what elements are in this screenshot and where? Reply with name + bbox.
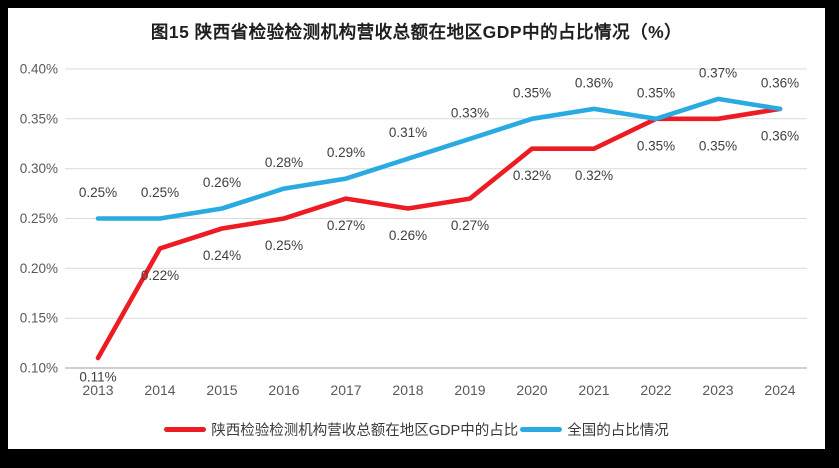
x-tick-label: 2024 bbox=[764, 382, 795, 398]
national-data-label: 0.26% bbox=[203, 175, 241, 190]
y-tick-label: 0.20% bbox=[20, 261, 58, 276]
shaanxi-data-label: 0.11% bbox=[79, 370, 116, 385]
x-tick-label: 2017 bbox=[330, 382, 361, 398]
national-data-label: 0.37% bbox=[699, 65, 737, 80]
shaanxi-data-label: 0.24% bbox=[203, 248, 241, 263]
shaanxi-data-label: 0.32% bbox=[575, 168, 613, 183]
line-chart-plot: 0.40% 0.35% 0.30% 0.25% 0.20% 0.15% 0.10% 2013 2… bbox=[20, 62, 807, 398]
shaanxi-data-label: 0.32% bbox=[513, 168, 551, 183]
national-data-label: 0.36% bbox=[575, 75, 613, 90]
legend-item-shaanxi: 陕西检验检测机构营收总额在地区GDP中的占比 bbox=[164, 419, 518, 440]
x-tick-label: 2023 bbox=[702, 382, 733, 398]
y-tick-label: 0.25% bbox=[20, 211, 58, 226]
x-tick-label: 2015 bbox=[206, 382, 237, 398]
national-data-label: 0.35% bbox=[637, 85, 675, 100]
shaanxi-data-label: 0.25% bbox=[265, 238, 303, 253]
y-tick-label: 0.15% bbox=[20, 311, 58, 326]
y-tick-label: 0.30% bbox=[20, 161, 58, 176]
y-tick-label: 0.40% bbox=[20, 62, 58, 77]
national-data-label: 0.25% bbox=[141, 185, 179, 200]
x-tick-label: 2018 bbox=[392, 382, 423, 398]
national-data-label: 0.31% bbox=[389, 125, 427, 140]
shaanxi-data-label: 0.27% bbox=[327, 218, 365, 233]
shaanxi-series-line bbox=[95, 106, 783, 361]
national-data-label: 0.29% bbox=[327, 145, 365, 160]
x-tick-label: 2021 bbox=[578, 382, 609, 398]
x-tick-label: 2022 bbox=[640, 382, 671, 398]
shaanxi-data-label: 0.26% bbox=[389, 228, 427, 243]
national-data-label: 0.36% bbox=[761, 75, 799, 90]
x-tick-label: 2019 bbox=[454, 382, 485, 398]
chart-canvas: 图15 陕西省检验检测机构营收总额在地区GDP中的占比情况（%） 0.40% 0.… bbox=[8, 8, 825, 449]
x-tick-label: 2020 bbox=[516, 382, 547, 398]
national-data-label: 0.28% bbox=[265, 155, 303, 170]
chart-legend: 陕西检验检测机构营收总额在地区GDP中的占比 全国的占比情况 bbox=[8, 419, 825, 440]
shaanxi-series-swatch bbox=[164, 427, 207, 432]
legend-label-shaanxi: 陕西检验检测机构营收总额在地区GDP中的占比 bbox=[211, 423, 519, 439]
legend-item-national: 全国的占比情况 bbox=[520, 419, 669, 440]
shaanxi-data-label: 0.35% bbox=[637, 138, 675, 153]
national-series-swatch bbox=[520, 427, 563, 432]
shaanxi-data-label: 0.36% bbox=[761, 128, 799, 143]
national-data-label: 0.35% bbox=[513, 85, 551, 100]
y-tick-label: 0.10% bbox=[20, 361, 58, 376]
national-series-line bbox=[95, 96, 783, 221]
national-data-label: 0.33% bbox=[451, 105, 489, 120]
x-tick-label: 2014 bbox=[144, 382, 175, 398]
national-data-label: 0.25% bbox=[79, 185, 117, 200]
y-tick-label: 0.35% bbox=[20, 111, 58, 126]
legend-label-national: 全国的占比情况 bbox=[567, 423, 669, 439]
shaanxi-data-label: 0.35% bbox=[699, 138, 737, 153]
shaanxi-data-label: 0.27% bbox=[451, 218, 489, 233]
shaanxi-data-label: 0.22% bbox=[141, 268, 179, 283]
x-tick-label: 2016 bbox=[268, 382, 299, 398]
x-tick-label: 2013 bbox=[82, 382, 113, 398]
chart-title: 图15 陕西省检验检测机构营收总额在地区GDP中的占比情况（%） bbox=[150, 22, 683, 42]
